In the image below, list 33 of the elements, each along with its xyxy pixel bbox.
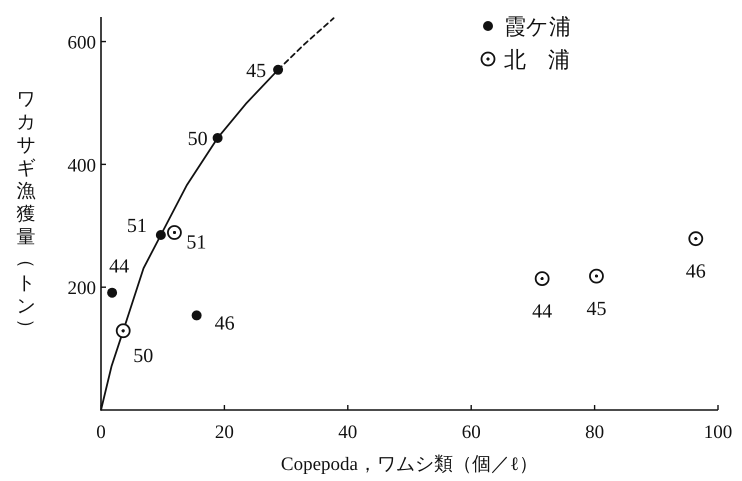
annotation: 50 (133, 344, 154, 367)
x-tick-label: 0 (96, 422, 106, 443)
y-tick-label: 200 (68, 278, 96, 300)
annotation: 46 (214, 312, 235, 334)
legend-label: 霞ケ浦 (504, 15, 571, 40)
point (273, 64, 284, 75)
y-tick-label: 400 (68, 155, 96, 176)
x-tick-label: 60 (462, 422, 481, 443)
annotation: 44 (109, 256, 130, 278)
point (534, 271, 550, 286)
legend-label: 北 浦 (504, 48, 570, 73)
point (688, 231, 704, 246)
annotation: 46 (686, 260, 706, 283)
annotation: 45 (246, 60, 266, 82)
point (107, 288, 118, 298)
annotation: 44 (532, 300, 552, 323)
x-tick-label: 40 (338, 422, 358, 443)
point (156, 230, 166, 240)
annotation: 51 (126, 214, 147, 237)
point (116, 323, 131, 338)
annotation: 51 (186, 232, 206, 254)
text: ワカサギ漁獲量（トン） (16, 89, 36, 338)
x-tick-label: 20 (214, 422, 234, 443)
point (192, 310, 202, 320)
x-tick-label: 80 (585, 422, 604, 443)
annotation: 45 (586, 298, 606, 320)
annotation: 50 (188, 128, 208, 150)
point (212, 132, 223, 143)
y-tick-label: 600 (68, 32, 96, 54)
x-axis-title: Copepoda，ワムシ類（個／ℓ） (280, 454, 538, 475)
point (167, 225, 182, 240)
x-tick-label: 100 (704, 422, 732, 443)
point (589, 268, 604, 284)
